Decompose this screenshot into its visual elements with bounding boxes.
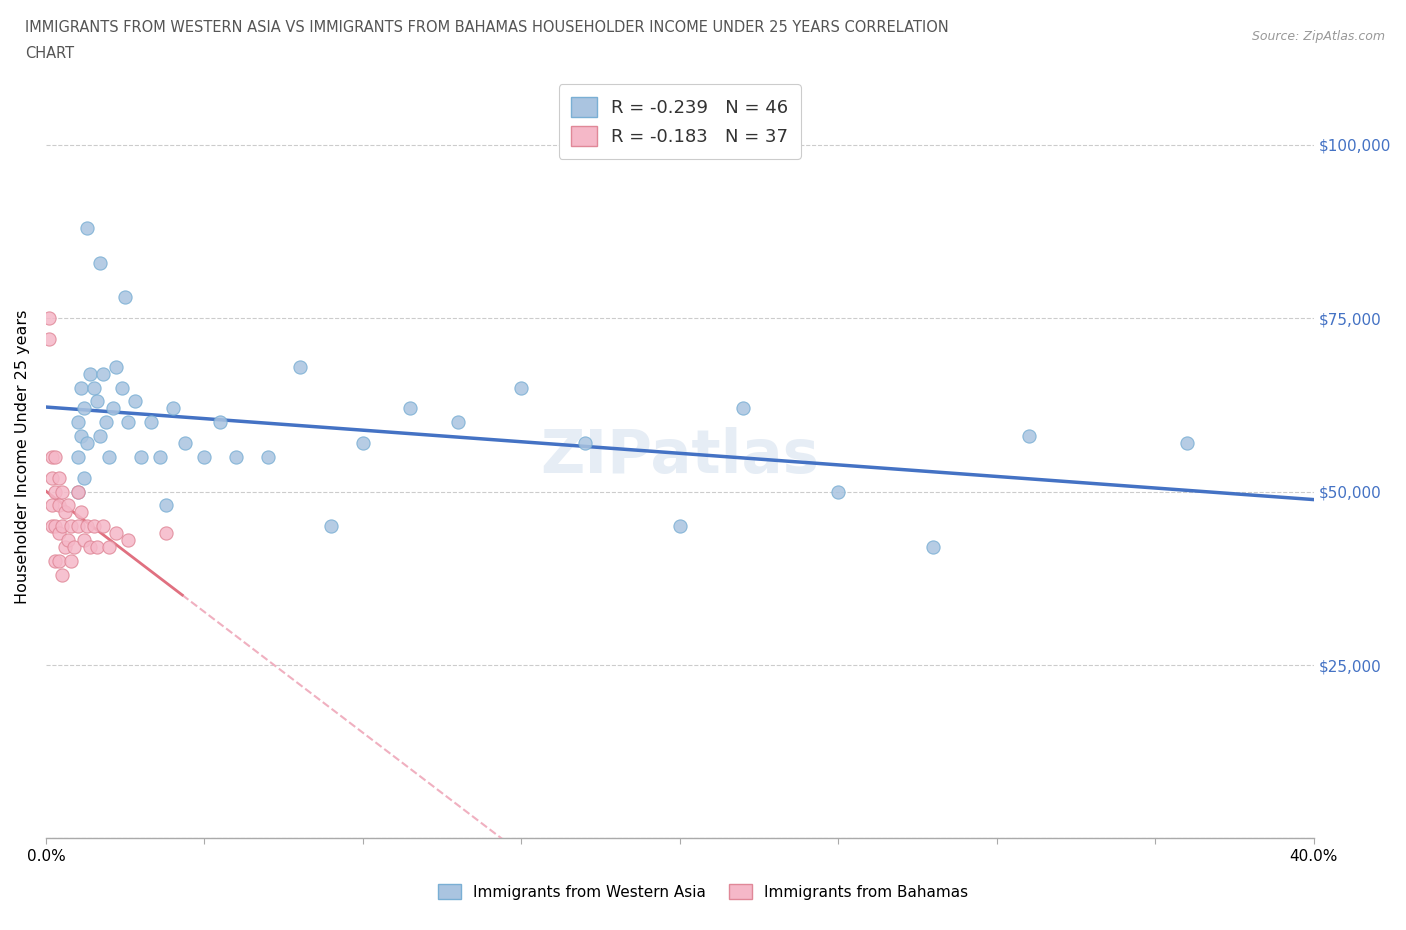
Point (48, 525, 70, 540)
Text: IMMIGRANTS FROM WESTERN ASIA VS IMMIGRANTS FROM BAHAMAS HOUSEHOLDER INCOME UNDER: IMMIGRANTS FROM WESTERN ASIA VS IMMIGRAN… (25, 20, 949, 35)
Point (76, 519, 98, 534)
Point (114, 290, 136, 305)
Legend: R = -0.239   N = 46, R = -0.183   N = 37: R = -0.239 N = 46, R = -0.183 N = 37 (558, 85, 801, 158)
Point (149, 449, 172, 464)
Point (48, 553, 70, 568)
Point (155, 498, 177, 513)
Point (41, 471, 63, 485)
Point (83, 519, 105, 534)
Point (69, 429, 91, 444)
Point (44, 553, 66, 568)
Point (155, 525, 177, 540)
Point (38, 311, 60, 325)
Point (129, 449, 152, 464)
Point (139, 415, 162, 430)
Y-axis label: Householder Income Under 25 years: Householder Income Under 25 years (15, 310, 30, 604)
Point (66, 485, 89, 499)
Point (44, 449, 66, 464)
Point (51, 567, 73, 582)
Point (124, 394, 146, 409)
Point (111, 380, 134, 395)
Point (79, 539, 101, 554)
Point (73, 401, 96, 416)
Point (69, 505, 91, 520)
Point (44, 519, 66, 534)
Point (48, 498, 70, 513)
Point (98, 449, 121, 464)
Point (73, 533, 96, 548)
Point (56, 498, 79, 513)
Point (63, 539, 86, 554)
Point (69, 380, 91, 395)
Point (66, 415, 89, 430)
Point (38, 332, 60, 347)
Point (83, 380, 105, 395)
Point (56, 533, 79, 548)
Point (79, 366, 101, 381)
Point (162, 401, 184, 416)
Point (193, 449, 215, 464)
Point (53, 505, 76, 520)
Point (256, 449, 278, 464)
Point (73, 471, 96, 485)
Point (86, 394, 108, 409)
Point (66, 485, 89, 499)
Point (96, 415, 118, 430)
Point (117, 415, 139, 430)
Point (91, 519, 114, 534)
Point (76, 435, 98, 450)
Point (60, 519, 83, 534)
Point (51, 485, 73, 499)
Point (510, 380, 533, 395)
Point (98, 539, 121, 554)
Point (352, 435, 374, 450)
Point (76, 220, 98, 235)
Point (66, 519, 89, 534)
Point (41, 498, 63, 513)
Point (48, 471, 70, 485)
Point (51, 519, 73, 534)
Point (399, 401, 422, 416)
Point (104, 359, 127, 374)
Point (827, 485, 849, 499)
Point (41, 449, 63, 464)
Point (669, 519, 692, 534)
Point (447, 415, 470, 430)
Point (89, 256, 111, 271)
Point (89, 429, 111, 444)
Point (922, 539, 945, 554)
Point (574, 435, 596, 450)
Point (91, 366, 114, 381)
Point (41, 519, 63, 534)
Text: ZIPatlas: ZIPatlas (540, 428, 820, 486)
Point (104, 525, 127, 540)
Point (321, 519, 343, 534)
Text: Source: ZipAtlas.com: Source: ZipAtlas.com (1251, 30, 1385, 43)
Point (1018, 429, 1040, 444)
Text: CHART: CHART (25, 46, 75, 61)
Point (44, 485, 66, 499)
Point (66, 449, 89, 464)
Point (1175, 435, 1198, 450)
Point (60, 553, 83, 568)
Point (209, 415, 232, 430)
Point (86, 539, 108, 554)
Point (174, 435, 197, 450)
Legend: Immigrants from Western Asia, Immigrants from Bahamas: Immigrants from Western Asia, Immigrants… (432, 877, 974, 906)
Point (225, 449, 247, 464)
Point (733, 401, 755, 416)
Point (53, 539, 76, 554)
Point (288, 359, 311, 374)
Point (101, 401, 124, 416)
Point (117, 533, 139, 548)
